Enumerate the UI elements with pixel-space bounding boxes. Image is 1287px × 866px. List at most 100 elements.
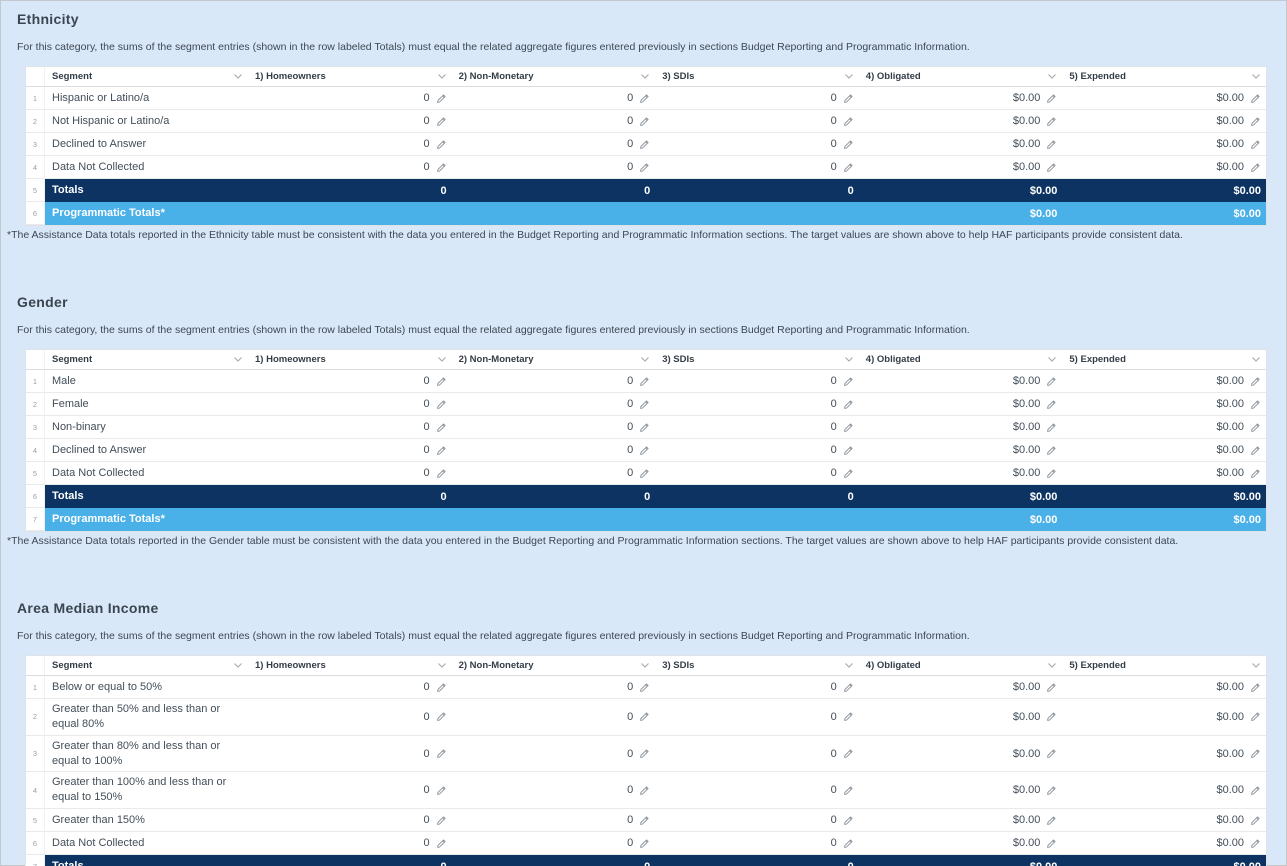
pencil-icon[interactable] [1250,748,1261,759]
value-cell-sdis[interactable]: 0 [655,735,859,773]
chevron-down-icon[interactable] [437,356,447,363]
pencil-icon[interactable] [1046,139,1057,150]
pencil-icon[interactable] [1046,376,1057,387]
chevron-down-icon[interactable] [640,356,650,363]
value-cell-sdis[interactable]: 0 [655,416,859,439]
value-cell-homeowners[interactable]: 0 [248,735,452,773]
value-cell-expended[interactable]: $0.00 [1062,699,1266,736]
pencil-icon[interactable] [843,93,854,104]
value-cell-homeowners[interactable]: 0 [248,110,452,133]
value-cell-sdis[interactable]: 0 [655,772,859,810]
value-cell-expended[interactable]: $0.00 [1062,809,1266,833]
pencil-icon[interactable] [843,445,854,456]
value-cell-non-monetary[interactable]: 0 [451,809,656,833]
chevron-down-icon[interactable] [233,662,243,669]
pencil-icon[interactable] [1046,815,1057,826]
chevron-down-icon[interactable] [1047,356,1057,363]
pencil-icon[interactable] [1250,682,1261,693]
pencil-icon[interactable] [1046,748,1057,759]
value-cell-homeowners[interactable]: 0 [248,370,452,393]
pencil-icon[interactable] [436,785,447,796]
pencil-icon[interactable] [1046,682,1057,693]
value-cell-obligated[interactable]: $0.00 [858,110,1063,133]
pencil-icon[interactable] [1046,162,1057,173]
value-cell-expended[interactable]: $0.00 [1062,87,1266,110]
value-cell-homeowners[interactable]: 0 [248,699,452,736]
value-cell-obligated[interactable]: $0.00 [858,676,1063,699]
value-cell-non-monetary[interactable]: 0 [451,156,656,179]
pencil-icon[interactable] [843,838,854,849]
value-cell-non-monetary[interactable]: 0 [451,416,656,439]
pencil-icon[interactable] [1250,815,1261,826]
value-cell-homeowners[interactable]: 0 [248,87,452,110]
pencil-icon[interactable] [1250,422,1261,433]
pencil-icon[interactable] [843,116,854,127]
value-cell-non-monetary[interactable]: 0 [451,735,656,773]
value-cell-obligated[interactable]: $0.00 [858,699,1063,736]
pencil-icon[interactable] [1250,838,1261,849]
value-cell-sdis[interactable]: 0 [655,393,859,416]
value-cell-sdis[interactable]: 0 [655,370,859,393]
value-cell-non-monetary[interactable]: 0 [451,87,656,110]
pencil-icon[interactable] [436,815,447,826]
value-cell-expended[interactable]: $0.00 [1062,772,1266,810]
value-cell-obligated[interactable]: $0.00 [858,772,1063,810]
value-cell-expended[interactable]: $0.00 [1062,110,1266,133]
pencil-icon[interactable] [1250,711,1261,722]
value-cell-sdis[interactable]: 0 [655,676,859,699]
value-cell-sdis[interactable]: 0 [655,439,859,462]
chevron-down-icon[interactable] [640,73,650,80]
chevron-down-icon[interactable] [1251,662,1261,669]
pencil-icon[interactable] [1046,116,1057,127]
pencil-icon[interactable] [436,468,447,479]
value-cell-obligated[interactable]: $0.00 [858,439,1063,462]
pencil-icon[interactable] [639,399,650,410]
value-cell-sdis[interactable]: 0 [655,156,859,179]
pencil-icon[interactable] [1250,468,1261,479]
pencil-icon[interactable] [843,162,854,173]
pencil-icon[interactable] [436,445,447,456]
value-cell-non-monetary[interactable]: 0 [451,133,656,156]
pencil-icon[interactable] [843,376,854,387]
value-cell-obligated[interactable]: $0.00 [858,133,1063,156]
pencil-icon[interactable] [639,785,650,796]
pencil-icon[interactable] [436,838,447,849]
value-cell-non-monetary[interactable]: 0 [451,110,656,133]
value-cell-obligated[interactable]: $0.00 [858,156,1063,179]
chevron-down-icon[interactable] [233,356,243,363]
value-cell-non-monetary[interactable]: 0 [451,393,656,416]
value-cell-expended[interactable]: $0.00 [1062,832,1266,856]
value-cell-homeowners[interactable]: 0 [248,393,452,416]
chevron-down-icon[interactable] [1251,356,1261,363]
value-cell-homeowners[interactable]: 0 [248,462,452,485]
pencil-icon[interactable] [1046,399,1057,410]
chevron-down-icon[interactable] [1251,73,1261,80]
pencil-icon[interactable] [843,399,854,410]
value-cell-homeowners[interactable]: 0 [248,156,452,179]
value-cell-non-monetary[interactable]: 0 [451,676,656,699]
chevron-down-icon[interactable] [437,73,447,80]
value-cell-sdis[interactable]: 0 [655,832,859,856]
value-cell-non-monetary[interactable]: 0 [451,439,656,462]
pencil-icon[interactable] [436,682,447,693]
value-cell-obligated[interactable]: $0.00 [858,809,1063,833]
pencil-icon[interactable] [639,468,650,479]
pencil-icon[interactable] [843,711,854,722]
pencil-icon[interactable] [1250,399,1261,410]
pencil-icon[interactable] [639,815,650,826]
pencil-icon[interactable] [1250,116,1261,127]
chevron-down-icon[interactable] [844,356,854,363]
pencil-icon[interactable] [1250,162,1261,173]
pencil-icon[interactable] [1046,711,1057,722]
pencil-icon[interactable] [639,748,650,759]
chevron-down-icon[interactable] [640,662,650,669]
pencil-icon[interactable] [843,468,854,479]
value-cell-expended[interactable]: $0.00 [1062,416,1266,439]
pencil-icon[interactable] [639,162,650,173]
pencil-icon[interactable] [436,139,447,150]
value-cell-sdis[interactable]: 0 [655,699,859,736]
value-cell-expended[interactable]: $0.00 [1062,370,1266,393]
value-cell-obligated[interactable]: $0.00 [858,735,1063,773]
pencil-icon[interactable] [639,376,650,387]
value-cell-expended[interactable]: $0.00 [1062,735,1266,773]
